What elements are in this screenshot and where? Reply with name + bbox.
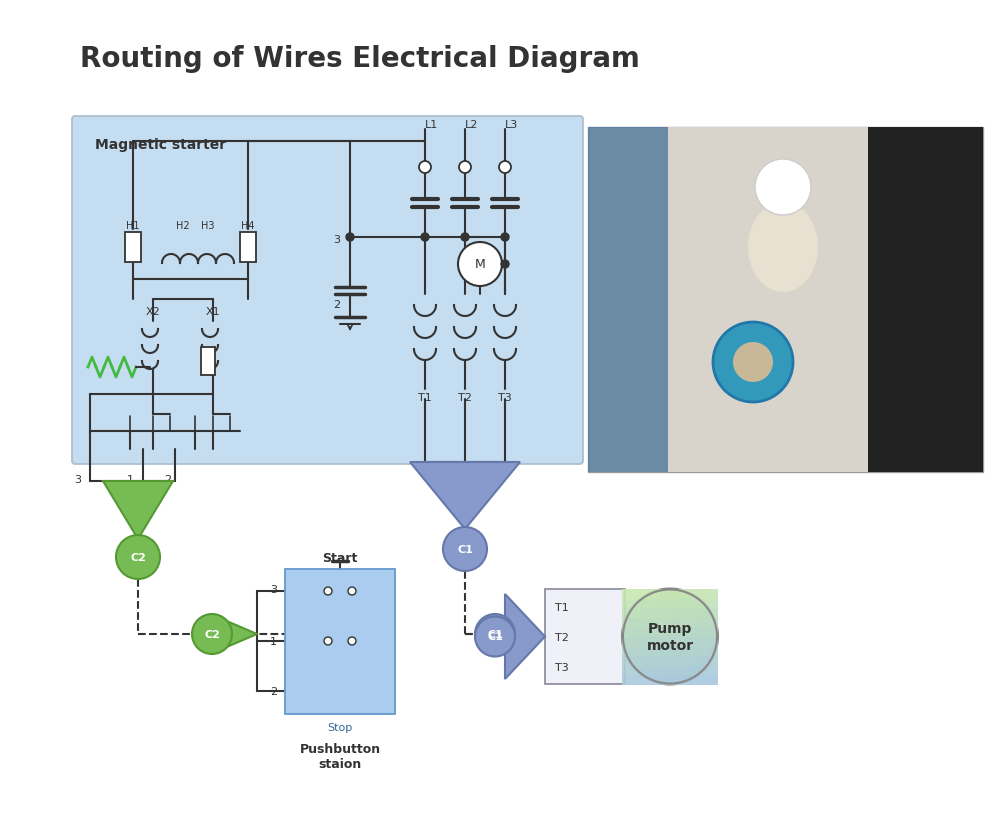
- Text: H4: H4: [241, 221, 255, 231]
- Text: L3: L3: [505, 120, 518, 130]
- Circle shape: [324, 587, 332, 595]
- Circle shape: [324, 638, 332, 645]
- Text: 1: 1: [270, 636, 277, 646]
- Circle shape: [501, 261, 509, 269]
- FancyBboxPatch shape: [125, 232, 141, 263]
- Circle shape: [459, 162, 471, 174]
- Text: T1: T1: [555, 602, 569, 612]
- Text: T2: T2: [458, 393, 472, 403]
- Bar: [668, 128, 868, 472]
- FancyBboxPatch shape: [240, 232, 256, 263]
- Circle shape: [443, 528, 487, 571]
- Circle shape: [421, 234, 429, 241]
- Text: Stop: Stop: [327, 722, 353, 732]
- Text: 2: 2: [164, 475, 172, 485]
- Text: X2: X2: [146, 307, 160, 317]
- Text: 3: 3: [334, 235, 340, 245]
- Text: C2: C2: [130, 552, 146, 562]
- Circle shape: [713, 323, 793, 403]
- Circle shape: [755, 160, 811, 216]
- Bar: [588, 128, 983, 472]
- Polygon shape: [410, 462, 520, 529]
- Ellipse shape: [748, 203, 818, 293]
- Bar: [868, 128, 983, 472]
- Text: Pushbutton
staion: Pushbutton staion: [299, 742, 381, 770]
- Text: T3: T3: [555, 662, 569, 672]
- Text: Routing of Wires Electrical Diagram: Routing of Wires Electrical Diagram: [80, 45, 640, 73]
- Circle shape: [346, 234, 354, 241]
- FancyBboxPatch shape: [545, 590, 625, 684]
- Circle shape: [501, 234, 509, 241]
- Circle shape: [475, 617, 515, 657]
- Text: L1: L1: [425, 120, 438, 130]
- Text: L2: L2: [465, 120, 478, 130]
- Text: M: M: [475, 258, 485, 271]
- Text: 1: 1: [126, 475, 134, 485]
- Text: C2: C2: [204, 629, 220, 639]
- FancyBboxPatch shape: [285, 569, 395, 715]
- Bar: [588, 128, 668, 472]
- Text: C1: C1: [457, 544, 473, 554]
- Text: T3: T3: [498, 393, 512, 403]
- Ellipse shape: [622, 589, 718, 685]
- Text: T2: T2: [555, 632, 569, 643]
- Circle shape: [419, 162, 431, 174]
- Text: C1: C1: [487, 629, 503, 639]
- Polygon shape: [505, 595, 545, 679]
- Text: 3: 3: [270, 585, 277, 595]
- Circle shape: [475, 614, 515, 654]
- Text: Start: Start: [322, 551, 358, 564]
- Polygon shape: [505, 619, 540, 649]
- Text: 3: 3: [74, 475, 82, 485]
- Circle shape: [348, 587, 356, 595]
- Text: X1: X1: [206, 307, 220, 317]
- Text: C1: C1: [487, 632, 503, 642]
- Text: 2: 2: [333, 299, 341, 309]
- Circle shape: [733, 342, 773, 383]
- Circle shape: [348, 638, 356, 645]
- Polygon shape: [103, 481, 173, 539]
- Text: Pump
motor: Pump motor: [646, 622, 694, 652]
- Text: T1: T1: [418, 393, 432, 403]
- Circle shape: [461, 234, 469, 241]
- Text: H1: H1: [126, 221, 140, 231]
- Text: H3: H3: [201, 221, 215, 231]
- Text: Magnetic starter: Magnetic starter: [95, 138, 226, 152]
- Text: H2: H2: [176, 221, 190, 231]
- FancyBboxPatch shape: [201, 347, 215, 375]
- FancyBboxPatch shape: [72, 117, 583, 465]
- Circle shape: [116, 535, 160, 579]
- Circle shape: [192, 614, 232, 654]
- Polygon shape: [222, 619, 257, 649]
- Text: 2: 2: [270, 686, 277, 696]
- Circle shape: [499, 162, 511, 174]
- Circle shape: [458, 242, 502, 287]
